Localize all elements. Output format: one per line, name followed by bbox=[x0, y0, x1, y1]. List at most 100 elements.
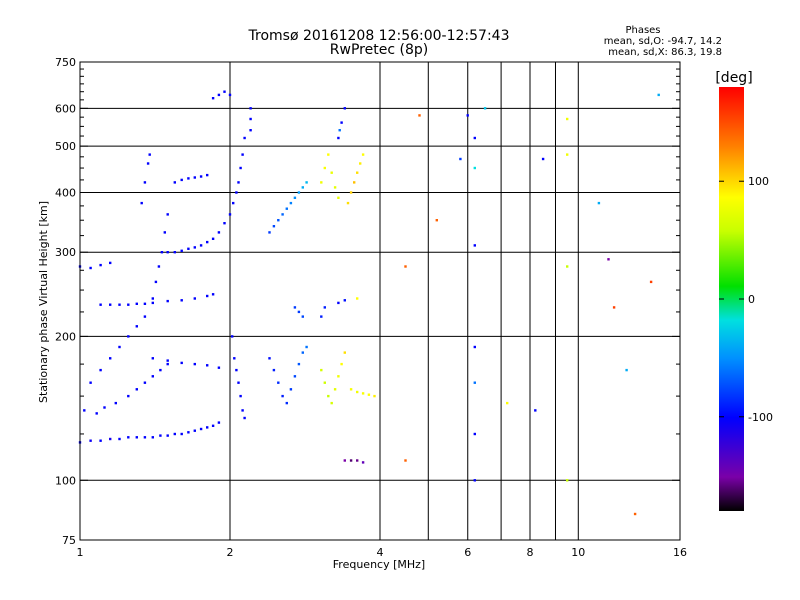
data-point bbox=[109, 357, 112, 360]
data-point bbox=[483, 107, 487, 110]
data-point bbox=[249, 117, 252, 121]
data-point bbox=[135, 302, 138, 305]
x-axis-label: Frequency [MHz] bbox=[333, 558, 425, 571]
data-point bbox=[180, 178, 183, 182]
data-point bbox=[231, 335, 234, 338]
data-point bbox=[166, 251, 169, 254]
data-point bbox=[323, 381, 326, 384]
data-point bbox=[566, 265, 569, 268]
data-point bbox=[272, 368, 276, 372]
colorbar-tick-label: 0 bbox=[748, 293, 755, 306]
data-point bbox=[187, 247, 190, 250]
data-point bbox=[146, 162, 150, 165]
data-point bbox=[473, 244, 476, 247]
data-point bbox=[320, 181, 323, 184]
x-tick-label: 2 bbox=[227, 546, 234, 559]
data-point bbox=[327, 153, 330, 156]
data-point bbox=[361, 153, 365, 156]
data-point bbox=[633, 512, 637, 516]
data-point bbox=[293, 375, 297, 378]
data-point bbox=[323, 306, 326, 309]
data-point bbox=[268, 231, 271, 234]
data-point bbox=[435, 219, 438, 222]
data-point bbox=[187, 431, 190, 434]
data-point bbox=[293, 196, 297, 199]
data-point bbox=[367, 393, 371, 396]
data-point bbox=[301, 186, 304, 189]
data-point bbox=[99, 439, 102, 442]
data-point bbox=[330, 401, 333, 405]
data-point bbox=[151, 301, 154, 305]
data-point bbox=[228, 93, 232, 97]
data-point bbox=[180, 299, 183, 302]
data-point bbox=[473, 345, 476, 349]
data-point bbox=[135, 325, 138, 328]
data-point bbox=[281, 394, 284, 398]
data-point bbox=[151, 436, 154, 439]
data-point bbox=[206, 294, 209, 298]
data-point bbox=[338, 129, 341, 132]
x-tick-label: 4 bbox=[377, 546, 384, 559]
phases-x-mode: mean, sd,X: 86.3, 19.8 bbox=[608, 47, 722, 58]
data-point bbox=[305, 181, 308, 184]
data-point bbox=[305, 345, 308, 349]
data-point bbox=[361, 392, 365, 395]
data-point bbox=[180, 361, 183, 365]
data-point bbox=[349, 191, 353, 194]
data-point bbox=[127, 303, 130, 306]
data-point bbox=[249, 107, 252, 110]
data-point bbox=[211, 293, 215, 296]
data-point bbox=[459, 157, 462, 161]
data-point bbox=[343, 351, 346, 354]
data-point bbox=[320, 368, 323, 372]
data-point bbox=[473, 136, 476, 140]
data-point bbox=[217, 366, 221, 369]
y-tick-label: 600 bbox=[55, 102, 76, 115]
data-point bbox=[340, 121, 343, 124]
data-point bbox=[89, 381, 92, 384]
data-point bbox=[327, 394, 330, 398]
data-point bbox=[506, 401, 509, 405]
data-point bbox=[127, 394, 130, 398]
data-point bbox=[199, 175, 203, 178]
data-point bbox=[625, 368, 628, 372]
data-point bbox=[340, 362, 343, 366]
data-point bbox=[235, 368, 238, 372]
data-point bbox=[237, 181, 240, 184]
data-point bbox=[359, 162, 362, 165]
data-point bbox=[173, 432, 176, 436]
data-point bbox=[356, 459, 359, 462]
data-point bbox=[118, 303, 121, 306]
data-point bbox=[99, 303, 102, 306]
data-point bbox=[127, 436, 130, 439]
plot-frame bbox=[79, 61, 681, 541]
data-point bbox=[135, 388, 138, 391]
data-point bbox=[193, 176, 196, 179]
data-point bbox=[356, 171, 359, 174]
data-point bbox=[649, 280, 653, 284]
phases-title: Phases bbox=[625, 25, 660, 36]
data-point bbox=[297, 310, 301, 314]
data-point bbox=[657, 93, 660, 97]
data-point bbox=[109, 437, 112, 441]
colorbar-tick-label: 100 bbox=[748, 175, 769, 188]
colorbar-label: [deg] bbox=[715, 70, 752, 86]
data-point bbox=[301, 351, 304, 354]
data-point bbox=[272, 225, 276, 228]
data-point bbox=[217, 231, 221, 234]
data-point bbox=[289, 201, 293, 205]
y-tick-label: 400 bbox=[55, 186, 76, 199]
data-point bbox=[163, 231, 166, 234]
data-point bbox=[277, 219, 280, 222]
data-point bbox=[343, 299, 346, 302]
data-point bbox=[612, 306, 616, 309]
data-point bbox=[118, 345, 121, 349]
data-point bbox=[199, 427, 203, 431]
data-point bbox=[243, 136, 246, 140]
data-point bbox=[301, 315, 304, 318]
data-point bbox=[241, 153, 244, 156]
data-points bbox=[78, 90, 660, 516]
grid-lines bbox=[80, 62, 680, 540]
data-point bbox=[166, 434, 169, 437]
